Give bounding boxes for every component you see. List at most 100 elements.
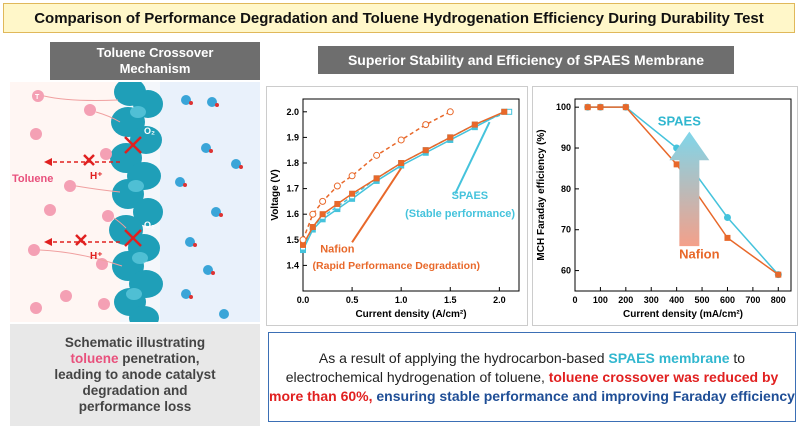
x-tick-label: 300 bbox=[644, 295, 659, 305]
plot-frame bbox=[574, 98, 792, 292]
data-point-nafion bbox=[673, 161, 680, 168]
data-point-spaes bbox=[723, 213, 731, 221]
series-line-spaes bbox=[302, 111, 505, 251]
y-tick-label: 1.8 bbox=[286, 158, 299, 168]
y-tick-label: 70 bbox=[561, 225, 571, 235]
summary-box: As a result of applying the hydrocarbon-… bbox=[268, 332, 796, 422]
data-point-nafion bbox=[397, 136, 405, 144]
spaes-pointer bbox=[454, 121, 491, 195]
nafion-pointer bbox=[351, 167, 403, 243]
x-tick-label: 200 bbox=[618, 295, 633, 305]
page-title: Comparison of Performance Degradation an… bbox=[3, 3, 795, 33]
y-tick-label: 1.9 bbox=[286, 132, 299, 142]
x-tick-label: 0 bbox=[572, 295, 577, 305]
oxygen-label-top: O₂ bbox=[144, 126, 155, 136]
data-point-nafion bbox=[319, 211, 326, 218]
toluene-molecules bbox=[28, 90, 114, 314]
cathode-region bbox=[160, 82, 260, 322]
data-point-nafion bbox=[334, 200, 341, 207]
caption-toluene-highlight: toluene bbox=[70, 351, 119, 366]
nafion-annotation-title: Nafion bbox=[320, 244, 355, 256]
data-point-nafion bbox=[622, 104, 629, 111]
data-point-nafion bbox=[471, 121, 478, 128]
data-point-nafion bbox=[584, 104, 591, 111]
data-point-nafion bbox=[501, 108, 508, 115]
oxygen-label-bottom: O₂ bbox=[144, 220, 155, 230]
x-tick-label: 0.0 bbox=[297, 295, 310, 305]
nafion-annotation-sub: (Rapid Performance Degradation) bbox=[313, 260, 480, 272]
y-tick-label: 1.5 bbox=[286, 235, 299, 245]
caption-line2-rest: penetration, bbox=[118, 351, 200, 366]
x-tick-label: 2.0 bbox=[493, 295, 506, 305]
summary-spaes: SPAES membrane bbox=[608, 349, 730, 366]
y-tick-label: 2.0 bbox=[286, 107, 299, 117]
data-point-nafion bbox=[319, 197, 327, 205]
y-tick-label: 1.4 bbox=[286, 260, 299, 270]
summary-part1: As a result of applying the hydrocarbon-… bbox=[318, 349, 609, 366]
summary-text: As a result of applying the hydrocarbon-… bbox=[269, 349, 795, 406]
improvement-arrow bbox=[669, 131, 710, 247]
summary-conclusion: ensuring stable performance and improvin… bbox=[372, 387, 795, 404]
x-axis-label: Current density (mA/cm²) bbox=[623, 309, 743, 320]
data-point-nafion bbox=[349, 190, 356, 197]
x-tick-label: 700 bbox=[745, 295, 760, 305]
y-tick-label: 60 bbox=[561, 266, 571, 276]
y-tick-label: 1.6 bbox=[286, 209, 299, 219]
faraday-chart-panel: 0 100 200 300 400 500 600 700 800 60 70 80 90 100 Curr… bbox=[532, 86, 798, 326]
caption-line2: toluene penetration, bbox=[10, 351, 260, 367]
spaes-chart-label: SPAES bbox=[658, 114, 701, 129]
y-tick-label: 80 bbox=[561, 184, 571, 194]
x-tick-label: 400 bbox=[669, 295, 684, 305]
schematic-caption: Schematic illustrating toluene penetrati… bbox=[10, 324, 260, 426]
spaes-annotation-sub: (Stable performance) bbox=[405, 208, 515, 220]
data-point-nafion bbox=[422, 147, 429, 154]
data-point-nafion bbox=[309, 210, 317, 218]
anode-region bbox=[10, 82, 120, 322]
x-axis-label: Current density (A/cm²) bbox=[355, 309, 466, 320]
summary-part3: to electrochemical hydrogenation of tolu… bbox=[285, 349, 746, 385]
mechanism-header: Toluene Crossover Mechanism bbox=[50, 42, 260, 80]
voltage-chart: 0.0 0.5 1.0 1.5 2.0 1.4 1.5 1.6 1.7 1.8 1.9 2.0 Curr… bbox=[270, 98, 520, 320]
data-point-nafion bbox=[309, 224, 316, 230]
data-point-nafion bbox=[597, 104, 604, 111]
nafion-chart-label: Nafion bbox=[679, 246, 720, 261]
data-point-nafion bbox=[447, 134, 454, 141]
mechanism-header-line2: Mechanism bbox=[119, 61, 191, 76]
summary-crossover: toluene crossover was reduced by more th… bbox=[269, 368, 779, 404]
x-tick-label: 1.5 bbox=[444, 295, 457, 305]
data-point-nafion bbox=[398, 160, 405, 166]
mechanism-header-line1: Toluene Crossover bbox=[96, 45, 214, 60]
spaes-annotation-title: SPAES bbox=[452, 190, 488, 202]
blocked-x-marks bbox=[75, 136, 142, 247]
x-tick-label: 600 bbox=[720, 295, 735, 305]
faraday-chart: 0 100 200 300 400 500 600 700 800 60 70 80 90 100 Curr… bbox=[536, 98, 792, 320]
data-point-nafion bbox=[348, 172, 356, 180]
series-line-nafion bbox=[302, 111, 451, 241]
y-tick-label: 1.7 bbox=[286, 184, 299, 194]
data-point-nafion bbox=[724, 234, 731, 241]
plot-frame bbox=[302, 98, 520, 292]
y-axis-label: MCH Faraday efficiency (%) bbox=[536, 129, 547, 260]
y-tick-label: 90 bbox=[561, 143, 571, 153]
results-header: Superior Stability and Efficiency of SPA… bbox=[318, 46, 734, 74]
data-point-nafion bbox=[373, 175, 380, 182]
toluene-label: Toluene bbox=[12, 173, 53, 185]
caption-line5: performance loss bbox=[78, 399, 192, 414]
x-tick-label: 100 bbox=[593, 295, 608, 305]
y-axis-label: Voltage (V) bbox=[270, 169, 281, 220]
caption-line1: Schematic illustrating bbox=[64, 335, 206, 350]
caption-line3: leading to anode catalyst bbox=[54, 367, 216, 382]
toluene-symbol: T bbox=[35, 94, 40, 101]
caption-line4: degradation and bbox=[82, 383, 188, 398]
data-point-spaes bbox=[506, 108, 513, 115]
series-line-nafion bbox=[302, 111, 505, 246]
series-line-spaes bbox=[302, 111, 510, 248]
data-point-nafion bbox=[333, 182, 341, 190]
y-tick-label: 100 bbox=[556, 102, 571, 112]
data-point-nafion bbox=[373, 151, 381, 159]
proton-label-top: H⁺ bbox=[90, 171, 103, 182]
x-tick-label: 0.5 bbox=[346, 295, 359, 305]
data-point-nafion bbox=[299, 236, 307, 244]
data-point-nafion bbox=[422, 121, 430, 129]
oxygen-molecules bbox=[175, 95, 241, 319]
